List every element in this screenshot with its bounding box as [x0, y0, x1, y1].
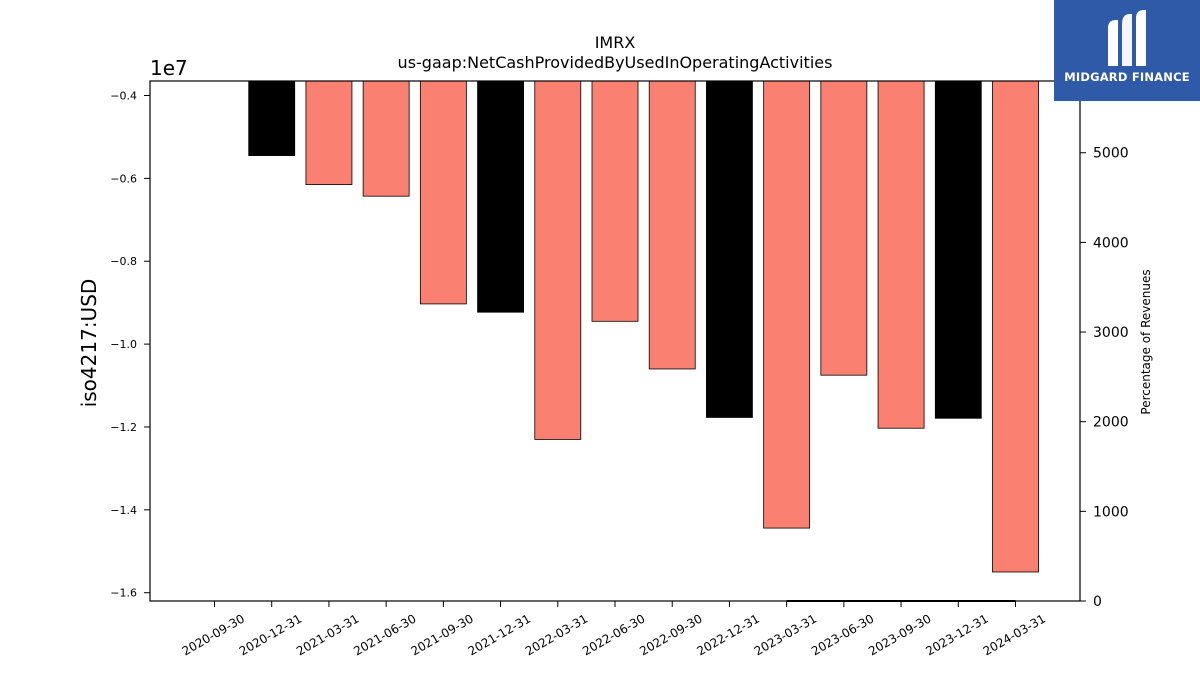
x-tick-label: 2023-06-30: [809, 611, 876, 658]
y-tick-label: −0.4: [110, 90, 137, 103]
y-tick-label: −1.0: [110, 338, 137, 351]
bar-2022-03-31: [534, 80, 582, 440]
bar-2020-12-31: [248, 80, 296, 156]
chart-title: IMRX: [595, 33, 636, 52]
bar-2024-03-31: [992, 80, 1039, 573]
y2-axis-label: Percentage of Revenues: [1139, 269, 1153, 414]
x-tick-label: 2023-09-30: [866, 611, 933, 658]
x-ticks: 2020-09-302020-12-312021-03-312021-06-30…: [180, 601, 1048, 658]
y-tick-label: −0.8: [110, 255, 137, 268]
x-tick-label: 2022-06-30: [580, 611, 647, 658]
x-tick-label: 2021-06-30: [351, 611, 418, 658]
x-tick-label: 2022-03-31: [523, 611, 590, 658]
y2-tick-label: 5000: [1093, 146, 1129, 162]
y-tick-label: −1.4: [110, 504, 137, 517]
bar-2021-09-30: [419, 80, 467, 305]
y-scale-label: 1e7: [150, 56, 188, 80]
x-tick-label: 2024-03-31: [981, 611, 1048, 658]
y-tick-label: −1.6: [110, 587, 137, 600]
y2-tick-label: 1000: [1093, 504, 1129, 520]
bar-2021-06-30: [362, 80, 410, 197]
bar-2022-06-30: [591, 80, 639, 322]
brand-logo: MIDGARD FINANCE: [1054, 0, 1200, 101]
bar-2021-03-31: [305, 80, 353, 185]
y2-tick-label: 0: [1093, 594, 1102, 610]
y2-tick-label: 3000: [1093, 325, 1129, 341]
x-tick-label: 2023-03-31: [752, 611, 819, 658]
bar-2023-06-30: [820, 80, 868, 376]
x-tick-label: 2023-12-31: [923, 611, 990, 658]
x-tick-label: 2020-09-30: [180, 611, 247, 658]
x-tick-label: 2022-12-31: [695, 611, 762, 658]
x-tick-label: 2021-09-30: [408, 611, 475, 658]
logo-text: MIDGARD FINANCE: [1064, 70, 1190, 84]
bar-2023-09-30: [877, 80, 925, 429]
x-tick-label: 2021-12-31: [466, 611, 533, 658]
y2-tick-label: 4000: [1093, 235, 1129, 251]
bars: [248, 80, 1039, 573]
y-tick-label: −0.6: [110, 172, 137, 185]
y2-ticks: 0 1000 2000 3000 4000 5000: [1080, 146, 1129, 610]
bar-2023-03-31: [763, 80, 811, 529]
plot-frame: [149, 80, 1081, 602]
bar-2021-12-31: [477, 80, 524, 313]
y-axis-label: iso4217:USD: [77, 279, 101, 408]
bar-2022-12-31: [706, 80, 753, 418]
y2-tick-label: 2000: [1093, 415, 1129, 431]
x-tick-label: 2020-12-31: [237, 611, 304, 658]
y-ticks: −0.4 −0.6 −0.8 −1.0 −1.2 −1.4 −1.6: [110, 90, 150, 600]
bar-2023-12-31: [934, 80, 982, 419]
x-tick-label: 2021-03-31: [294, 611, 361, 658]
logo-mark-icon: [1108, 10, 1146, 66]
x-tick-label: 2022-09-30: [637, 611, 704, 658]
y-tick-label: −1.2: [110, 421, 137, 434]
bar-2022-09-30: [648, 80, 696, 370]
chart-subtitle: us-gaap:NetCashProvidedByUsedInOperating…: [398, 53, 833, 72]
